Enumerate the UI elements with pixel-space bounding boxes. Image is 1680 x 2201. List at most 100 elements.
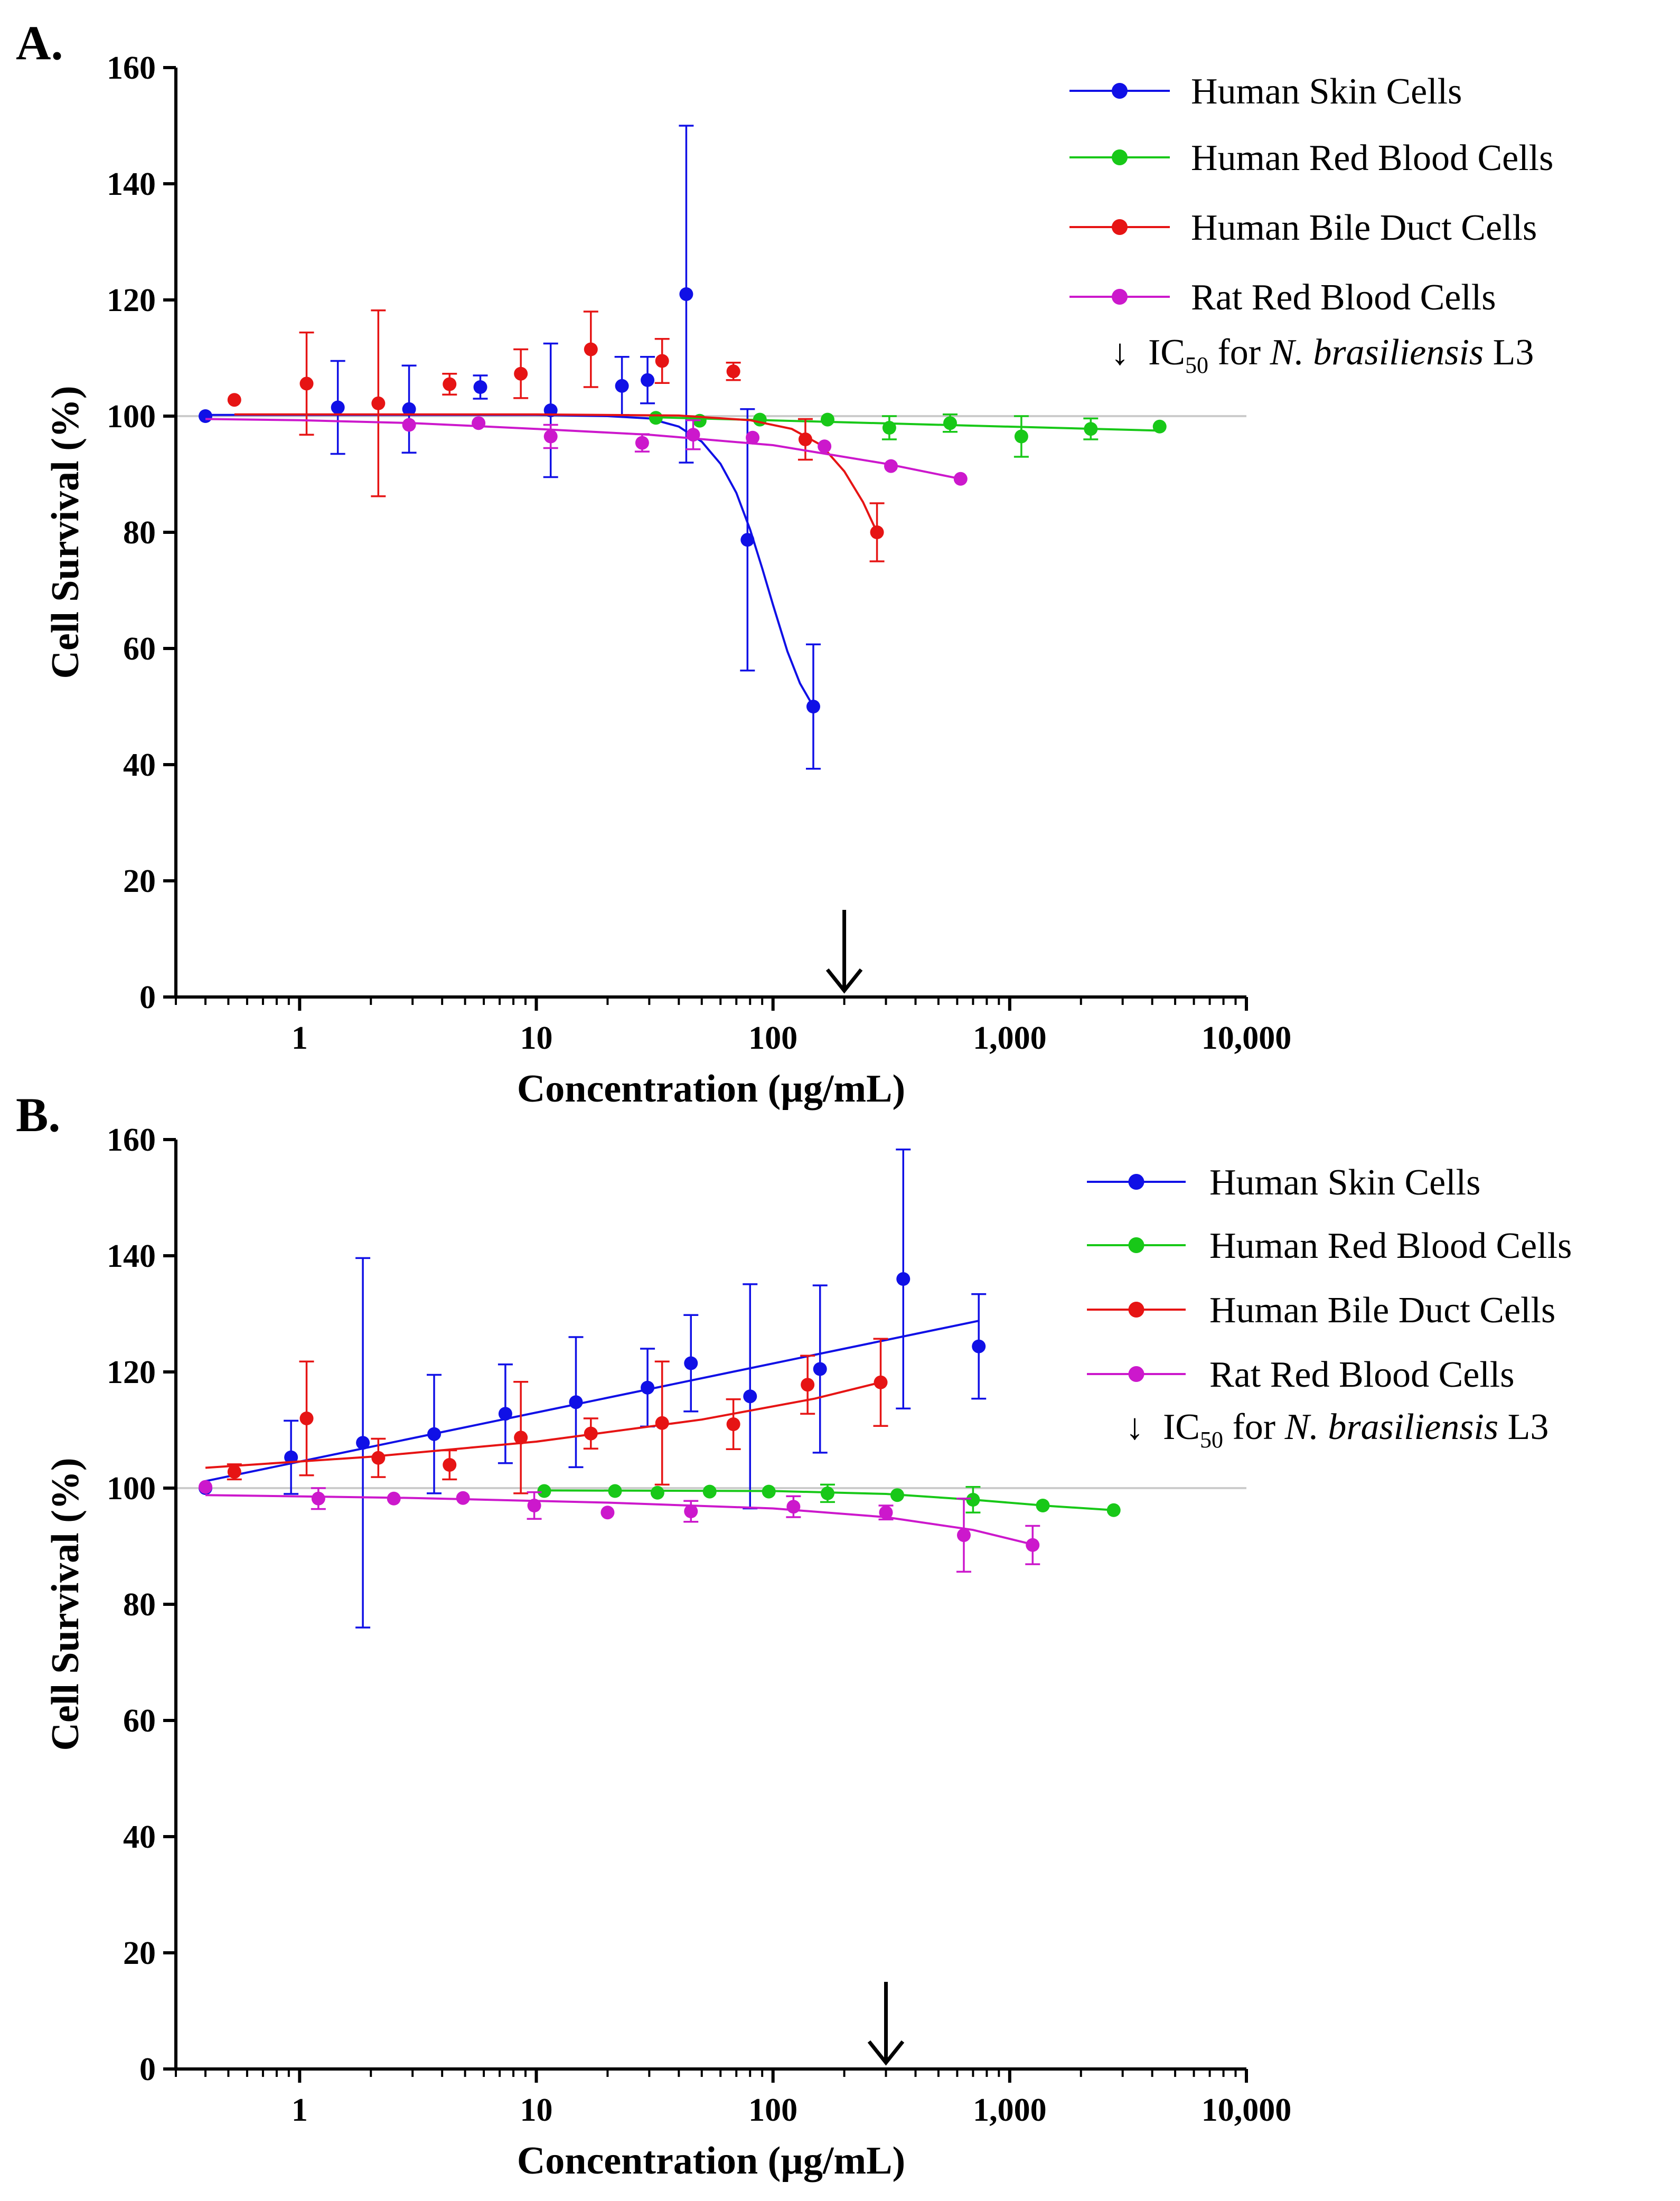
data-point bbox=[655, 1416, 669, 1430]
legend-marker bbox=[1128, 1366, 1144, 1382]
y-tick-label: 160 bbox=[107, 50, 156, 86]
data-point bbox=[801, 1378, 815, 1392]
data-point bbox=[702, 1484, 717, 1499]
x-tick-label: 100 bbox=[748, 2092, 797, 2128]
legend-item: Human Bile Duct Cells bbox=[1087, 1290, 1555, 1331]
legend-item: Rat Red Blood Cells bbox=[1087, 1355, 1515, 1395]
data-point bbox=[1084, 422, 1098, 436]
data-point bbox=[371, 396, 386, 410]
data-point bbox=[299, 1412, 314, 1425]
data-point bbox=[402, 418, 416, 432]
data-point bbox=[514, 1431, 528, 1445]
data-point bbox=[820, 412, 834, 427]
ic50-arrow-head bbox=[825, 968, 863, 994]
legend: Human Skin Cells Human Red Blood Cells Hum… bbox=[1069, 71, 1553, 378]
data-point bbox=[684, 1504, 698, 1518]
series-human-red-blood-cells bbox=[537, 1483, 1121, 1517]
ic50-legend-arrow: ↓ bbox=[1125, 1407, 1144, 1447]
data-point bbox=[820, 1486, 834, 1500]
legend-label: Human Skin Cells bbox=[1191, 71, 1462, 112]
data-point bbox=[635, 436, 649, 450]
fit-curve bbox=[205, 1381, 881, 1469]
data-point bbox=[943, 416, 957, 430]
legend-marker bbox=[1128, 1174, 1144, 1190]
y-tick-label: 20 bbox=[123, 1935, 156, 1971]
y-tick-label: 160 bbox=[107, 1122, 156, 1158]
legend-item: Human Red Blood Cells bbox=[1069, 138, 1553, 178]
data-point bbox=[1014, 429, 1028, 444]
legend-label: Human Bile Duct Cells bbox=[1191, 208, 1537, 248]
panel-label: A. bbox=[16, 16, 63, 70]
y-tick-label: 40 bbox=[123, 747, 156, 783]
legend-marker bbox=[1112, 83, 1128, 99]
fit-curve bbox=[205, 1494, 1033, 1546]
y-tick-label: 120 bbox=[107, 283, 156, 318]
y-tick-label: 20 bbox=[123, 863, 156, 899]
ic50-arrow bbox=[825, 910, 863, 994]
x-tick-label: 10 bbox=[520, 1020, 553, 1056]
legend-label: Human Bile Duct Cells bbox=[1209, 1290, 1555, 1331]
data-point bbox=[427, 1427, 441, 1441]
data-point bbox=[284, 1450, 298, 1464]
y-tick-label: 40 bbox=[123, 1819, 156, 1855]
data-point bbox=[514, 366, 528, 381]
x-tick-label: 1 bbox=[292, 2092, 308, 2128]
ic50-species: N. brasiliensis bbox=[1284, 1407, 1499, 1447]
data-point bbox=[882, 421, 896, 435]
legend-label: Human Red Blood Cells bbox=[1191, 138, 1553, 178]
legend-marker bbox=[1128, 1302, 1144, 1318]
legend-marker bbox=[1112, 289, 1128, 305]
data-point bbox=[953, 472, 968, 486]
data-point bbox=[684, 1356, 698, 1370]
data-point bbox=[806, 700, 820, 713]
ic50-arrow bbox=[867, 1982, 905, 2066]
data-point bbox=[870, 525, 884, 539]
data-point bbox=[473, 380, 487, 394]
data-point bbox=[966, 1493, 980, 1507]
data-point bbox=[956, 1528, 971, 1542]
ic50-legend-entry: ↓ IC50 for N. brasiliensis L3 bbox=[1125, 1407, 1548, 1453]
data-point bbox=[402, 402, 416, 416]
y-tick-label: 100 bbox=[107, 399, 156, 435]
ic50-prefix: IC bbox=[1148, 332, 1185, 373]
data-point bbox=[227, 393, 241, 407]
panel-label: B. bbox=[16, 1088, 60, 1142]
data-point bbox=[813, 1362, 827, 1376]
ic50-prefix: IC bbox=[1163, 1407, 1200, 1447]
x-tick-label: 10,000 bbox=[1202, 1020, 1292, 1056]
data-point bbox=[615, 379, 629, 393]
x-axis-title: Concentration (µg/mL) bbox=[517, 2139, 905, 2183]
data-point bbox=[726, 1417, 740, 1431]
fit-curve bbox=[544, 1489, 1114, 1511]
legend-item: Rat Red Blood Cells bbox=[1069, 277, 1496, 318]
data-point bbox=[746, 430, 760, 445]
data-point bbox=[679, 287, 693, 301]
data-point bbox=[884, 459, 898, 473]
data-point bbox=[890, 1488, 904, 1502]
data-point bbox=[641, 1380, 655, 1395]
y-tick-label: 80 bbox=[123, 515, 156, 551]
data-point bbox=[527, 1499, 541, 1512]
x-tick-label: 10 bbox=[520, 2092, 553, 2128]
data-point bbox=[798, 432, 812, 446]
fit-curve bbox=[234, 413, 878, 533]
legend-label: Human Red Blood Cells bbox=[1209, 1226, 1572, 1266]
legend-marker bbox=[1112, 219, 1128, 235]
data-point bbox=[608, 1484, 622, 1498]
data-point bbox=[1106, 1503, 1121, 1517]
chart-panel-b: B. 0 20 40 60 80 100 120 140 160 1 10 100 1,000 10,000… bbox=[16, 1088, 1572, 2183]
data-point bbox=[896, 1272, 911, 1286]
legend-item: Human Red Blood Cells bbox=[1087, 1226, 1572, 1266]
ic50-legend-arrow: ↓ bbox=[1111, 332, 1129, 373]
data-point bbox=[537, 1484, 551, 1498]
data-point bbox=[686, 428, 700, 442]
data-point bbox=[331, 400, 345, 415]
data-point bbox=[655, 354, 669, 368]
y-tick-label: 100 bbox=[107, 1471, 156, 1507]
data-point bbox=[198, 409, 212, 423]
legend-marker bbox=[1128, 1237, 1144, 1253]
ic50-arrow-head bbox=[867, 2040, 905, 2066]
data-point bbox=[726, 364, 740, 379]
series-human-bile-duct-cells bbox=[205, 1338, 888, 1494]
y-tick-label: 60 bbox=[123, 631, 156, 667]
